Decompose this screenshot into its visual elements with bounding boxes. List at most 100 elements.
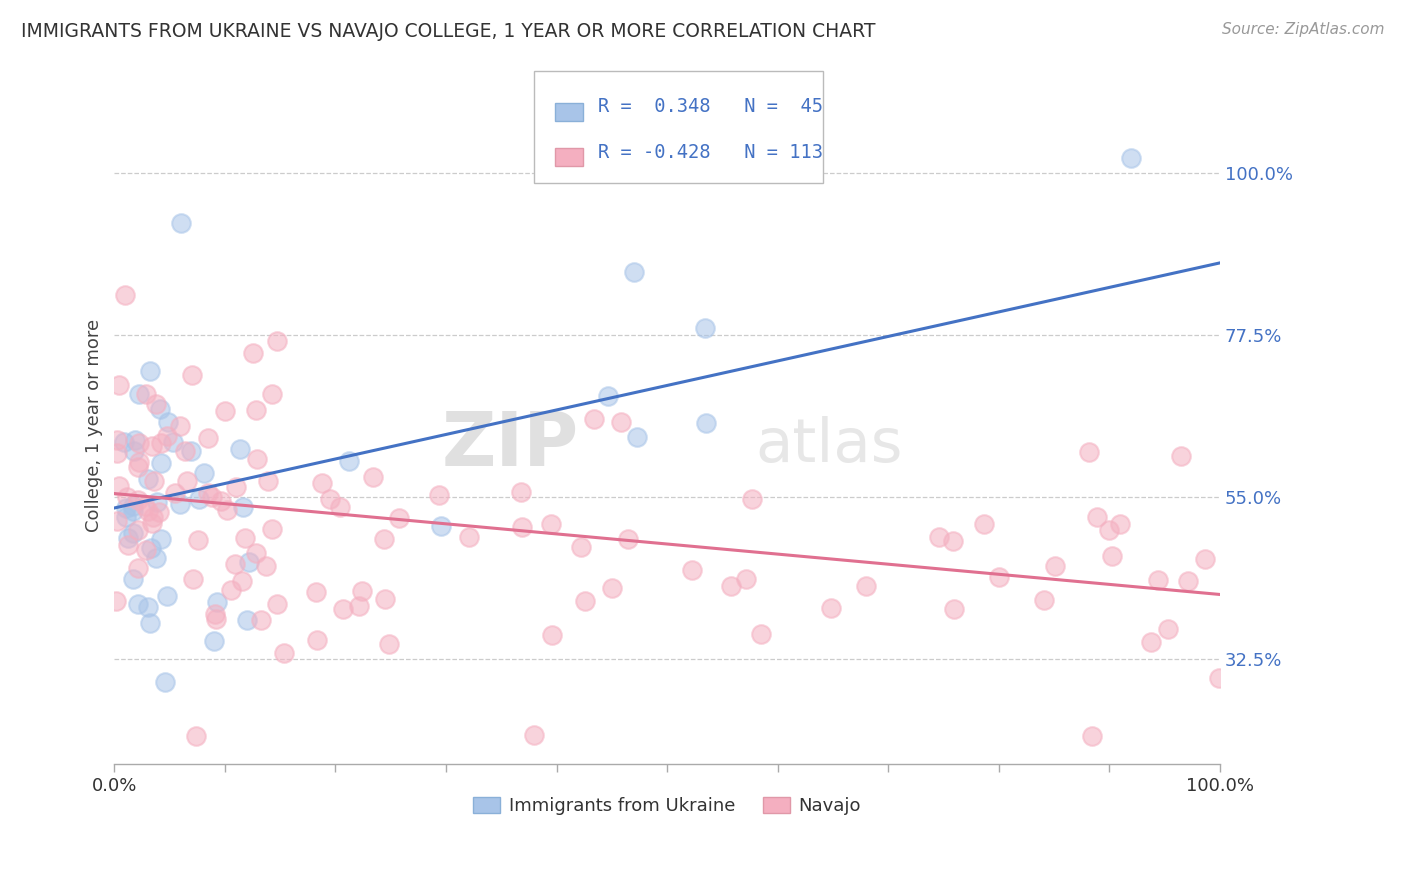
Point: [273, 646, 295, 660]
Y-axis label: College, 1 year or more: College, 1 year or more: [86, 318, 103, 532]
Point: [193, 466, 215, 480]
Point: [127, 493, 149, 508]
Point: [236, 613, 259, 627]
Point: [139, 541, 162, 555]
Point: [162, 435, 184, 450]
Point: [941, 534, 963, 549]
Point: [363, 470, 385, 484]
Point: [105, 446, 128, 460]
Point: [148, 505, 170, 519]
Point: [329, 500, 352, 515]
Point: [1140, 634, 1163, 648]
Point: [202, 634, 225, 648]
Point: [122, 499, 145, 513]
Text: R = -0.428   N = 113: R = -0.428 N = 113: [598, 144, 823, 162]
Point: [1157, 622, 1180, 636]
Point: [136, 472, 159, 486]
Point: [205, 594, 228, 608]
Point: [135, 387, 157, 401]
Point: [127, 561, 149, 575]
Point: [108, 479, 131, 493]
Point: [430, 519, 453, 533]
Point: [337, 454, 360, 468]
Point: [855, 578, 877, 592]
Point: [741, 492, 763, 507]
Point: [200, 490, 222, 504]
Point: [260, 522, 283, 536]
Point: [232, 500, 254, 515]
Point: [114, 509, 136, 524]
Point: [540, 516, 562, 531]
Point: [219, 582, 242, 597]
Point: [215, 503, 238, 517]
Point: [457, 530, 479, 544]
Legend: Immigrants from Ukraine, Navajo: Immigrants from Ukraine, Navajo: [465, 789, 869, 822]
Point: [149, 401, 172, 416]
Point: [122, 572, 145, 586]
Point: [238, 555, 260, 569]
Point: [388, 511, 411, 525]
Point: [749, 627, 772, 641]
Point: [1170, 449, 1192, 463]
Point: [128, 455, 150, 469]
Point: [695, 416, 717, 430]
Point: [163, 486, 186, 500]
Point: [176, 474, 198, 488]
Point: [127, 597, 149, 611]
Point: [139, 616, 162, 631]
Point: [245, 547, 267, 561]
Point: [153, 675, 176, 690]
Point: [169, 418, 191, 433]
Point: [602, 581, 624, 595]
Point: [180, 444, 202, 458]
Point: [108, 377, 131, 392]
Point: [128, 387, 150, 401]
Point: [169, 498, 191, 512]
Point: [224, 557, 246, 571]
Point: [122, 504, 145, 518]
Point: [170, 216, 193, 230]
Point: [541, 628, 564, 642]
Point: [143, 475, 166, 489]
Point: [229, 442, 252, 456]
Text: IMMIGRANTS FROM UKRAINE VS NAVAJO COLLEGE, 1 YEAR OR MORE CORRELATION CHART: IMMIGRANTS FROM UKRAINE VS NAVAJO COLLEG…: [21, 22, 876, 41]
Point: [127, 460, 149, 475]
Point: [242, 346, 264, 360]
Point: [928, 530, 950, 544]
Point: [105, 433, 128, 447]
Point: [145, 551, 167, 566]
Point: [1043, 558, 1066, 573]
Point: [173, 444, 195, 458]
Point: [136, 599, 159, 614]
Point: [987, 569, 1010, 583]
Point: [122, 525, 145, 540]
Point: [332, 602, 354, 616]
Point: [105, 514, 128, 528]
Point: [720, 578, 742, 592]
Point: [117, 539, 139, 553]
Point: [134, 499, 156, 513]
Point: [973, 517, 995, 532]
Point: [1098, 524, 1121, 538]
Point: [695, 321, 717, 335]
Point: [204, 607, 226, 621]
Point: [427, 488, 450, 502]
Point: [1177, 574, 1199, 588]
Point: [626, 430, 648, 444]
Point: [510, 484, 533, 499]
Point: [180, 368, 202, 382]
Point: [156, 416, 179, 430]
Point: [596, 389, 619, 403]
Point: [305, 585, 328, 599]
Point: [820, 601, 842, 615]
Point: [610, 415, 633, 429]
Point: [510, 520, 533, 534]
Point: [262, 387, 284, 401]
Point: [266, 597, 288, 611]
Point: [1078, 444, 1101, 458]
Text: Source: ZipAtlas.com: Source: ZipAtlas.com: [1222, 22, 1385, 37]
Point: [1085, 510, 1108, 524]
Point: [1101, 549, 1123, 564]
Point: [141, 439, 163, 453]
Point: [246, 452, 269, 467]
